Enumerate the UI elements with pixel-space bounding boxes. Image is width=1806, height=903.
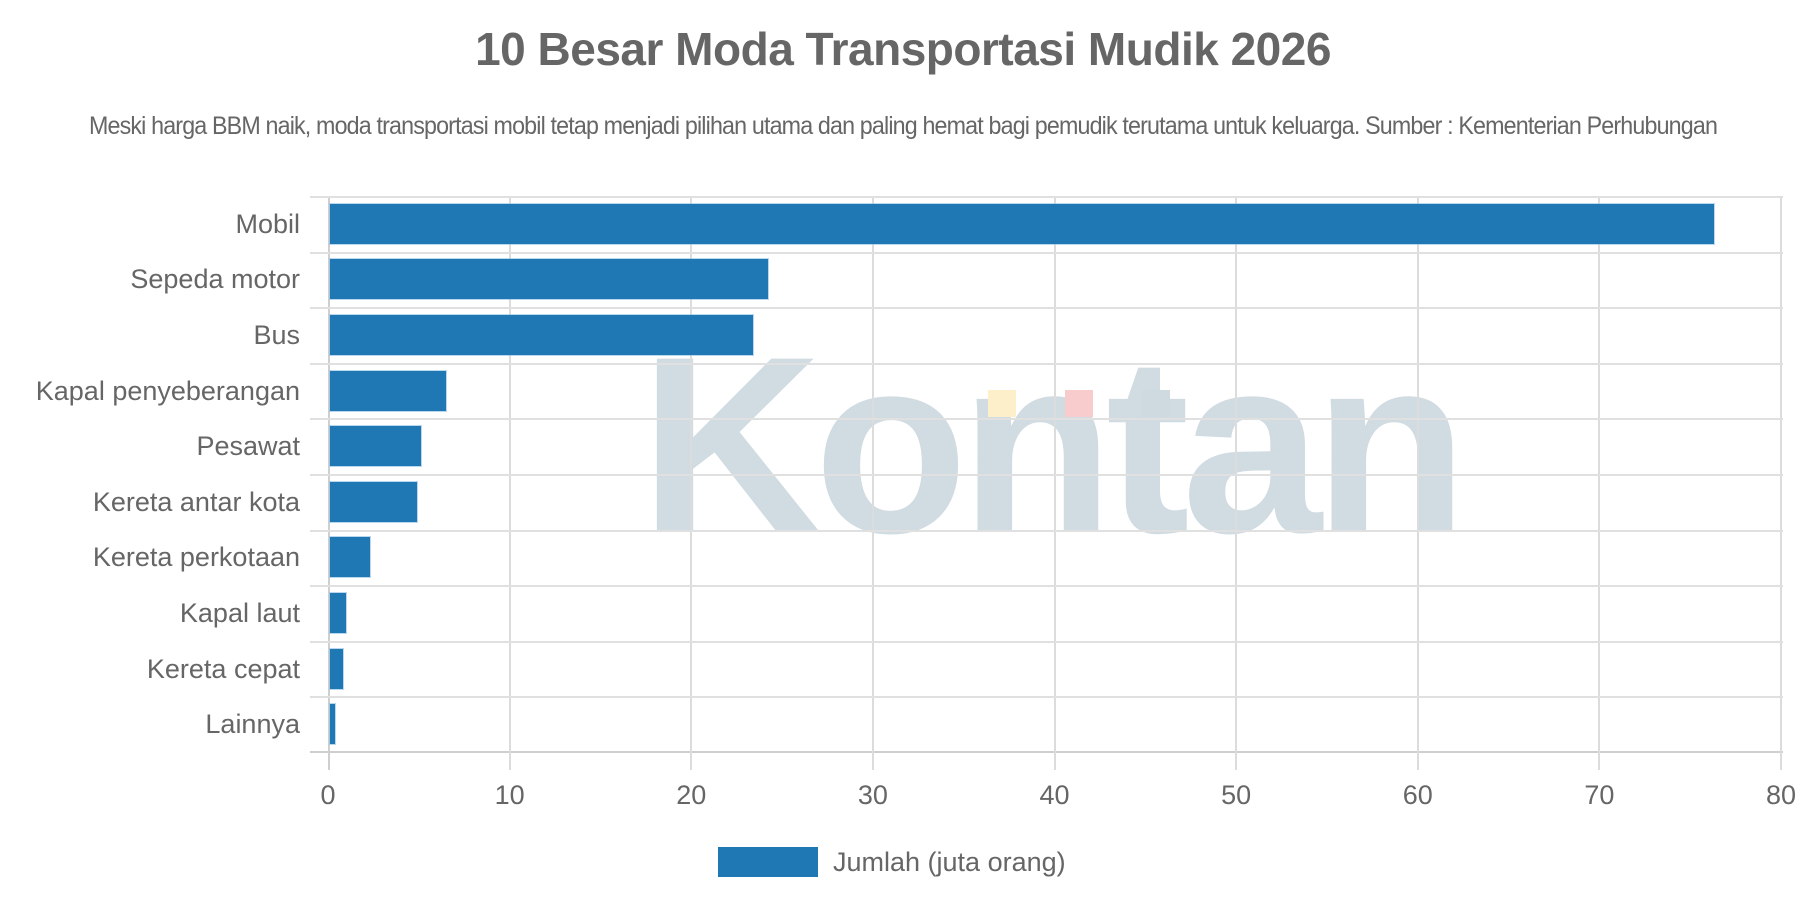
bar-kereta-cepat[interactable] bbox=[330, 648, 343, 689]
gridline-y bbox=[310, 251, 1783, 254]
x-tick-label: 60 bbox=[1402, 780, 1433, 810]
chart-subtitle: Meski harga BBM naik, moda transportasi … bbox=[88, 112, 1718, 140]
legend[interactable]: Jumlah (juta orang) bbox=[718, 847, 1066, 877]
category-label: Kereta antar kota bbox=[92, 486, 300, 517]
x-tick-label: 30 bbox=[857, 780, 888, 810]
gridline-x bbox=[1235, 196, 1238, 770]
gridline-y bbox=[310, 418, 1783, 421]
gridline-y bbox=[310, 585, 1783, 588]
gridline-y bbox=[310, 474, 1783, 476]
gridline-y bbox=[310, 640, 1783, 643]
gridline-y bbox=[310, 696, 1783, 699]
category-label: Lainnya bbox=[205, 709, 300, 740]
x-tick-label: 80 bbox=[1765, 780, 1797, 810]
x-tick-label: 70 bbox=[1584, 780, 1615, 810]
gridline-x bbox=[871, 196, 874, 770]
bar-lainnya[interactable] bbox=[330, 704, 336, 745]
bar-kereta-antar-kota[interactable] bbox=[330, 481, 418, 522]
category-label: Pesawat bbox=[196, 431, 300, 462]
bar-kapal-penyeberangan[interactable] bbox=[330, 370, 447, 411]
x-tick-label: 20 bbox=[676, 780, 707, 810]
x-tick-label: 40 bbox=[1039, 780, 1070, 810]
gridline-x bbox=[508, 196, 511, 770]
bar-kereta-perkotaan[interactable] bbox=[330, 537, 370, 578]
x-tick-label: 50 bbox=[1221, 780, 1252, 810]
bar-bus[interactable] bbox=[330, 315, 754, 355]
category-label: Kereta perkotaan bbox=[92, 542, 300, 573]
gridline-x bbox=[690, 196, 693, 770]
category-label: Bus bbox=[253, 320, 300, 350]
legend-label: Jumlah (juta orang) bbox=[833, 846, 1066, 877]
gridline-y bbox=[310, 196, 1783, 198]
gridline-x bbox=[1416, 196, 1419, 770]
y-axis-line bbox=[328, 196, 330, 770]
x-axis-line bbox=[310, 751, 1783, 753]
bar-sepeda-motor[interactable] bbox=[330, 259, 768, 300]
gridline-y bbox=[310, 362, 1783, 365]
gridline-y bbox=[310, 307, 1783, 310]
gridline-y bbox=[310, 529, 1783, 532]
bar-pesawat[interactable] bbox=[330, 426, 421, 467]
gridline-x bbox=[1053, 196, 1056, 770]
bar-kapal-laut[interactable] bbox=[330, 593, 347, 633]
x-tick-label: 10 bbox=[494, 780, 525, 810]
bar-mobil[interactable] bbox=[330, 203, 1714, 244]
gridline-x bbox=[1780, 196, 1782, 770]
chart-title: 10 Besar Moda Transportasi Mudik 2026 bbox=[475, 23, 1331, 75]
category-label: Mobil bbox=[235, 208, 300, 239]
category-label: Kapal laut bbox=[179, 598, 300, 628]
legend-swatch bbox=[718, 847, 818, 877]
gridline-x bbox=[1598, 196, 1601, 770]
category-label: Kapal penyeberangan bbox=[35, 375, 300, 406]
category-label: Sepeda motor bbox=[130, 264, 300, 295]
category-label: Kereta cepat bbox=[146, 653, 300, 684]
plot-area bbox=[310, 196, 1783, 770]
x-tick-label: 0 bbox=[320, 780, 336, 810]
